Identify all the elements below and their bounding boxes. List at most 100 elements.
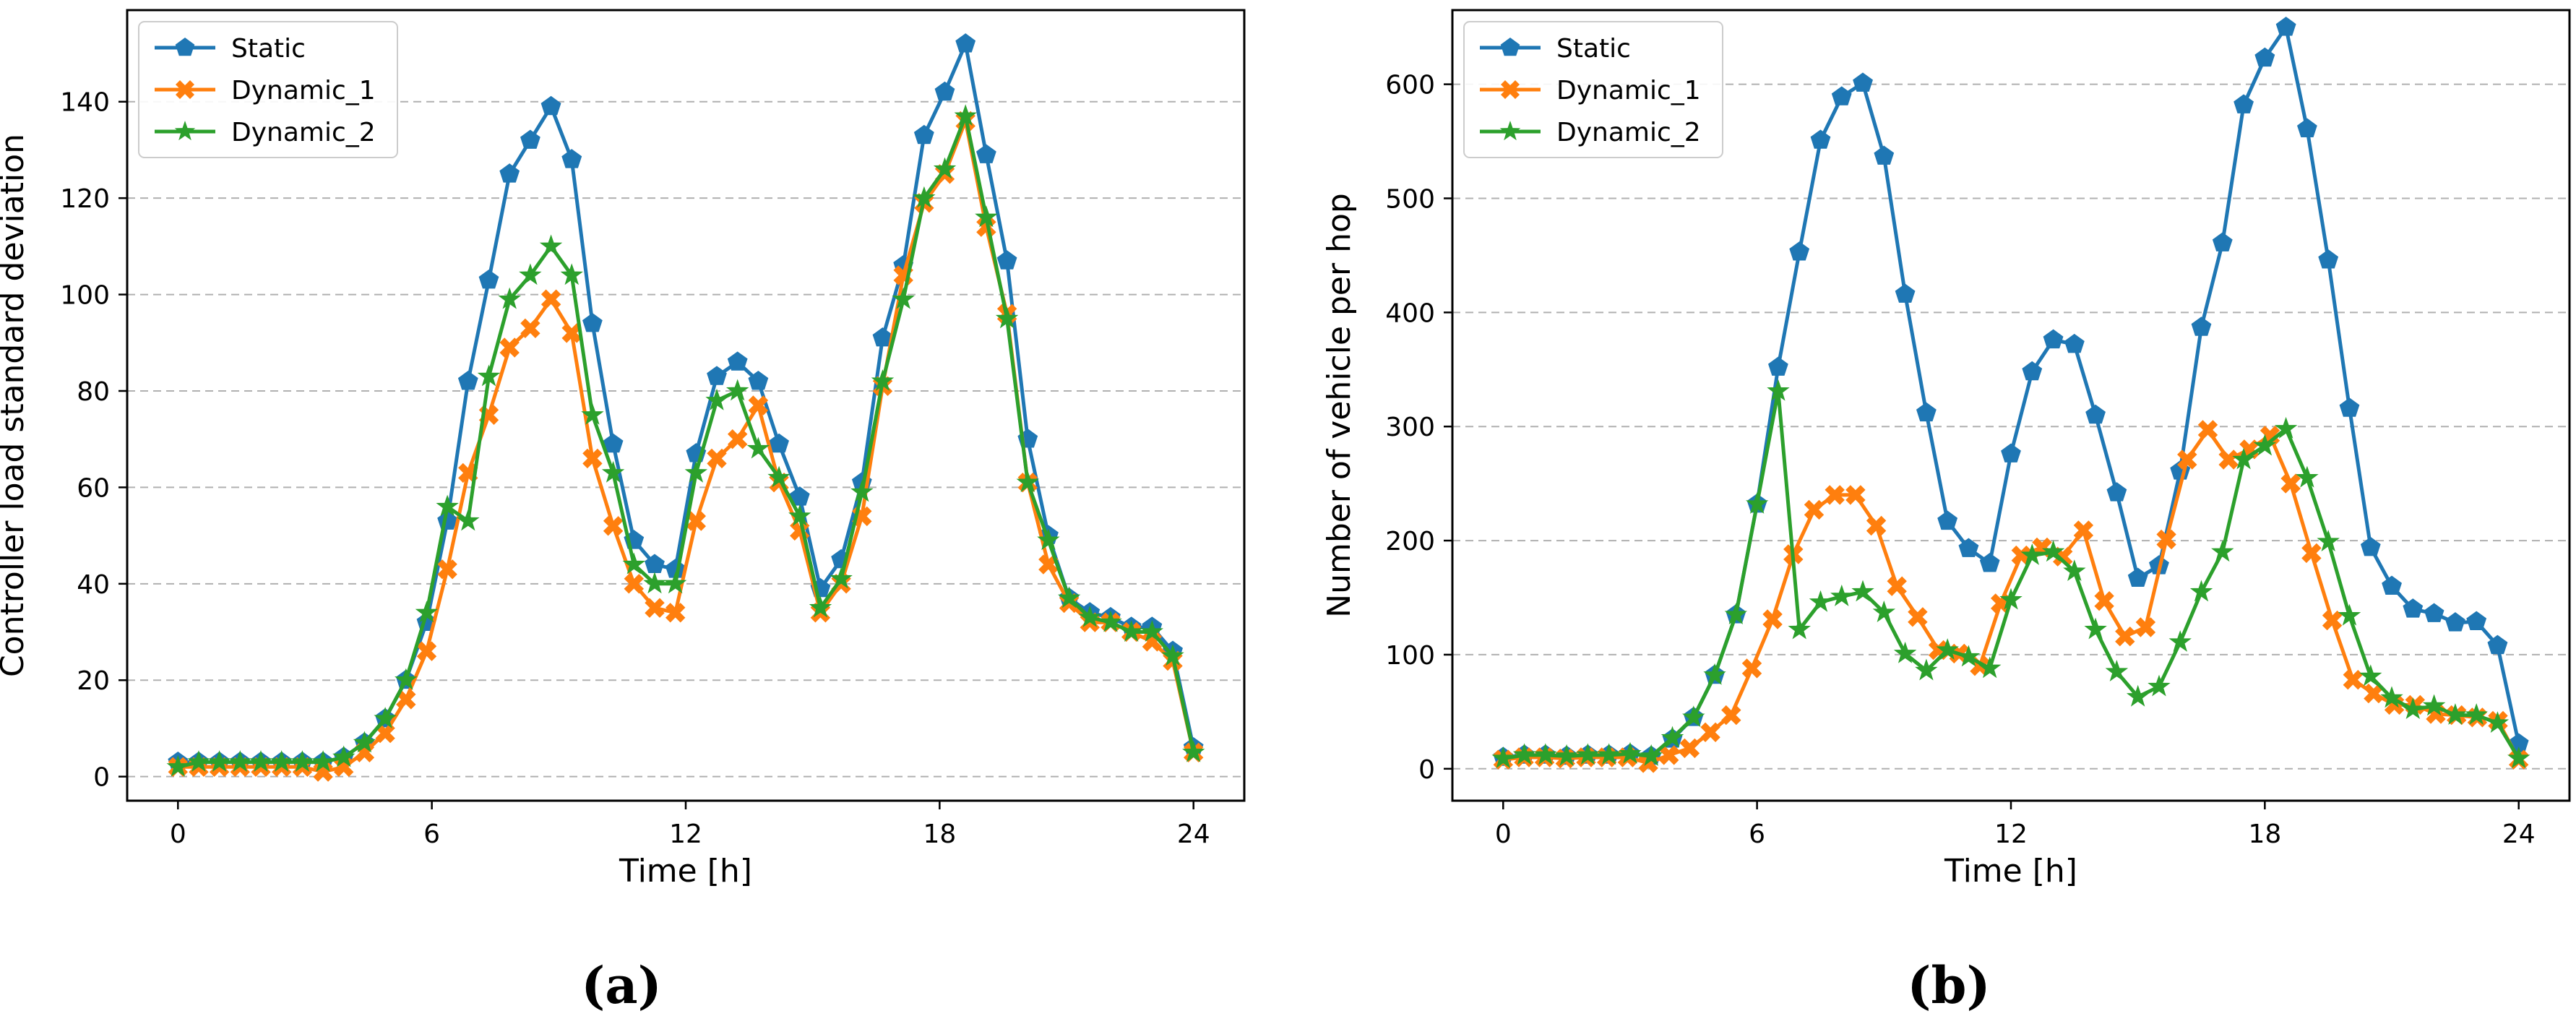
data-point	[871, 369, 895, 392]
data-point	[207, 750, 231, 773]
data-point	[2424, 603, 2444, 622]
data-point	[540, 289, 561, 309]
data-point	[1830, 584, 1853, 606]
data-point	[270, 750, 293, 773]
data-point	[2343, 669, 2364, 690]
data-point	[748, 395, 769, 416]
data-point	[1745, 492, 1769, 514]
legend-marker	[174, 121, 196, 141]
data-point	[2422, 694, 2446, 716]
data-point	[353, 731, 376, 753]
plot-frame	[1451, 9, 2571, 802]
legend-box	[1463, 21, 1723, 158]
data-point	[1831, 86, 1852, 106]
data-point	[2301, 543, 2322, 564]
y-tick-label: 0	[1418, 755, 1435, 785]
data-point	[955, 33, 976, 53]
data-point	[727, 429, 748, 449]
series-line	[177, 114, 1196, 769]
data-point	[332, 745, 356, 767]
legend-label: Dynamic_1	[1556, 76, 1701, 106]
data-point	[2218, 449, 2239, 470]
data-point	[2127, 567, 2148, 587]
data-point	[290, 750, 314, 773]
data-point	[1682, 705, 1705, 728]
data-point	[2148, 674, 2171, 697]
x-tick-label: 18	[923, 819, 956, 849]
data-point	[1640, 744, 1663, 766]
data-point	[2177, 449, 2197, 470]
data-point	[2296, 465, 2319, 488]
legend-label: Dynamic_2	[1556, 118, 1701, 147]
data-point	[1534, 743, 1557, 765]
y-tick-label: 40	[77, 570, 110, 600]
data-point	[2126, 684, 2150, 707]
data-point	[1037, 528, 1060, 551]
data-point	[1851, 580, 1874, 602]
data-point	[499, 163, 520, 183]
data-point	[788, 504, 811, 526]
data-point	[996, 250, 1017, 270]
data-point	[1872, 600, 1896, 622]
x-tick-label: 24	[2502, 819, 2536, 849]
data-point	[2487, 634, 2508, 655]
data-point	[1887, 576, 1907, 596]
data-point	[187, 750, 210, 773]
data-point	[769, 433, 789, 453]
x-tick-label: 18	[2248, 819, 2281, 849]
series-line	[178, 119, 1196, 774]
data-point	[748, 370, 769, 390]
data-point	[2297, 118, 2317, 137]
data-point	[1804, 499, 1825, 520]
data-point	[1099, 610, 1122, 632]
panel-a: (a) 0 20 40 60 80 100 120 140 0 6 12 18 24 Time [h] Co…	[0, 9, 1246, 1015]
x-axis-label: Time [h]	[619, 853, 752, 890]
y-tick-label: 120	[60, 184, 110, 214]
data-point	[809, 595, 832, 618]
data-point	[622, 552, 646, 575]
data-point	[2466, 611, 2487, 630]
legend-marker	[1501, 80, 1520, 99]
data-point	[995, 306, 1019, 329]
data-point	[2445, 612, 2465, 632]
data-point	[1958, 538, 1979, 557]
legend-label: Static	[231, 34, 306, 64]
data-point	[767, 465, 791, 488]
data-point	[2275, 17, 2296, 36]
data-point	[457, 509, 480, 531]
data-point	[1555, 744, 1578, 766]
data-point	[2063, 559, 2086, 582]
data-point	[436, 494, 459, 517]
data-point	[540, 95, 561, 116]
x-axis-label: Time [h]	[1944, 853, 2077, 890]
data-point	[2073, 520, 2094, 541]
data-point	[2085, 404, 2106, 424]
y-tick-label: 60	[77, 473, 110, 503]
data-point	[663, 572, 687, 594]
data-point	[601, 460, 625, 483]
data-point	[2001, 443, 2021, 462]
data-point	[2233, 94, 2254, 113]
y-tick-label: 140	[60, 88, 110, 118]
data-point	[2444, 703, 2467, 725]
x-tick-label: 0	[170, 819, 186, 849]
data-point	[2253, 434, 2277, 456]
data-point	[228, 750, 252, 773]
panel-b-label: (b)	[1907, 955, 1990, 1015]
data-point	[725, 379, 749, 401]
data-point	[2360, 536, 2381, 556]
data-point	[396, 689, 416, 710]
data-point	[665, 603, 686, 623]
data-point	[2084, 617, 2107, 640]
data-point	[2364, 683, 2384, 704]
y-tick-label: 200	[1385, 527, 1435, 556]
data-point	[643, 572, 666, 594]
data-point	[2280, 473, 2301, 494]
data-point	[1916, 402, 1937, 422]
data-point	[727, 351, 748, 371]
data-point	[2403, 598, 2424, 618]
data-point	[705, 388, 728, 410]
data-point	[395, 668, 418, 690]
data-point	[166, 754, 189, 777]
